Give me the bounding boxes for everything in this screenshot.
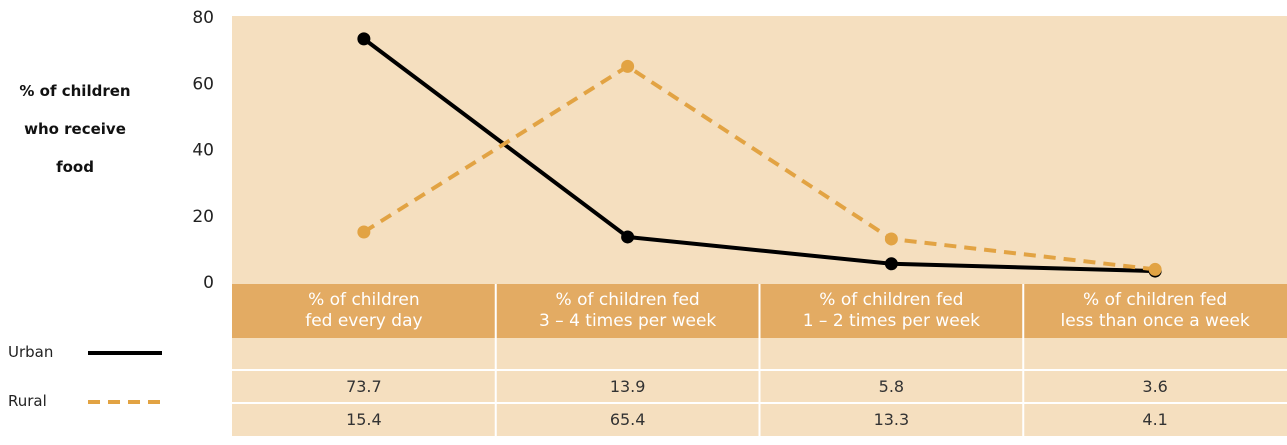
table-value: 5.8 (878, 377, 905, 396)
y-tick-label: 0 (203, 273, 214, 293)
data-point (884, 232, 898, 246)
column-header: % of children fed 1 – 2 times per week (802, 290, 981, 331)
legend-label: Urban (8, 343, 54, 361)
y-tick-label: 60 (192, 74, 214, 94)
y-tick-label: 80 (192, 8, 214, 28)
data-point (621, 230, 635, 244)
data-point (884, 257, 898, 271)
table-value: 65.4 (609, 410, 646, 429)
data-point (621, 59, 635, 73)
series-line (362, 37, 1156, 274)
data-point (357, 225, 371, 239)
data-point (357, 32, 371, 46)
table-value: 15.4 (346, 410, 382, 429)
column-header: % of children fed less than once a week (1060, 290, 1250, 331)
table-value: 73.7 (346, 377, 382, 396)
table-value: 13.3 (873, 410, 910, 429)
table-value: 4.1 (1142, 410, 1168, 429)
column-header: % of children fed every day (305, 290, 423, 331)
table-value: 3.6 (1142, 377, 1168, 396)
y-tick-label: 20 (192, 207, 214, 227)
series-line (362, 63, 1156, 272)
legend-label: Rural (8, 392, 47, 410)
y-tick-label: 40 (192, 141, 214, 161)
column-header: % of children fed 3 – 4 times per week (538, 290, 717, 331)
table-value: 13.9 (609, 377, 646, 396)
data-point (1148, 262, 1162, 276)
y-axis-label: % of children who receive food (19, 82, 131, 176)
